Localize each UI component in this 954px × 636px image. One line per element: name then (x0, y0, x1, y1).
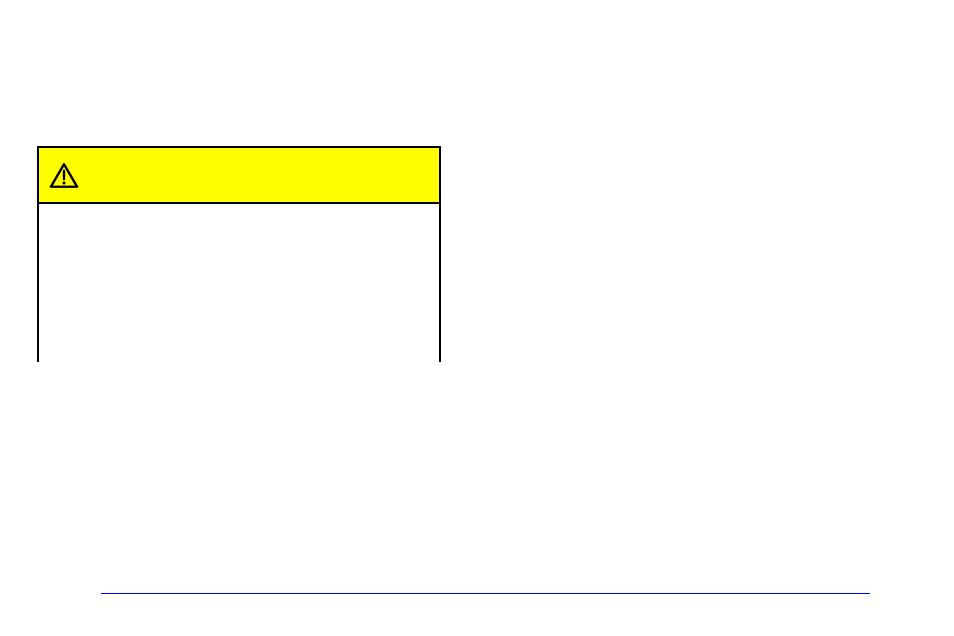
caution-body (39, 204, 439, 362)
footer-divider (101, 593, 870, 594)
caution-box (37, 146, 441, 362)
caution-header (39, 148, 439, 204)
warning-triangle-icon (49, 162, 79, 189)
page (0, 0, 954, 636)
